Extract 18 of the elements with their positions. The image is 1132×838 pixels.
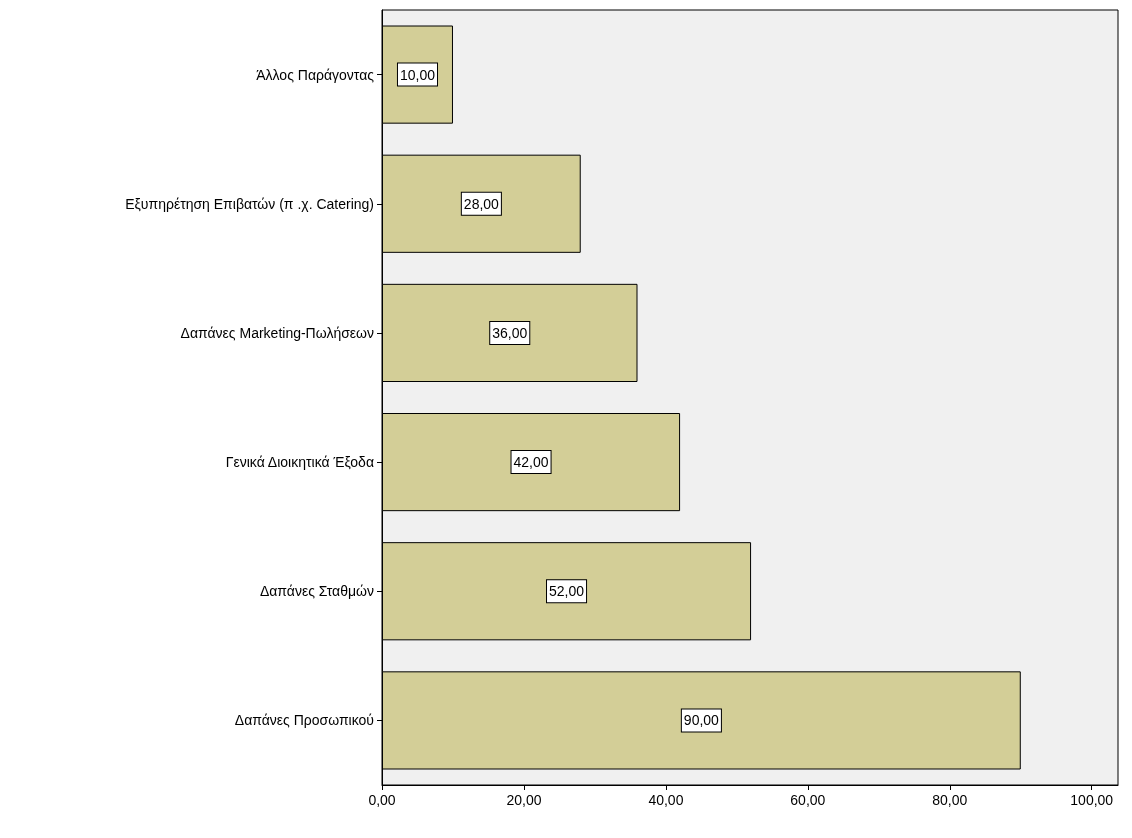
y-tick-label: Άλλος Παράγοντας	[256, 66, 375, 83]
y-tick-label: Δαπάνες Προσωπικού	[234, 712, 374, 729]
data-label: 10,00	[399, 66, 436, 83]
y-tick-label: Εξυπηρέτηση Επιβατών (π .χ. Catering)	[125, 195, 374, 212]
x-tick-label: 0,00	[368, 792, 396, 808]
y-tick-label: Δαπάνες Marketing-Πωλήσεων	[180, 324, 374, 341]
y-tick-label: Γενικά Διοικητικά Έξοδα	[225, 454, 374, 471]
data-label: 90,00	[683, 712, 720, 729]
x-tick-label: 20,00	[506, 792, 542, 808]
x-tick-label: 100,00	[1070, 792, 1114, 808]
x-tick-label: 60,00	[790, 792, 826, 808]
y-tick-label: Δαπάνες Σταθμών	[259, 583, 374, 600]
x-tick-label: 80,00	[932, 792, 968, 808]
x-tick-label: 40,00	[648, 792, 684, 808]
data-label: 36,00	[492, 324, 528, 341]
data-label: 42,00	[513, 454, 549, 471]
data-label: 28,00	[463, 195, 500, 212]
data-label: 52,00	[549, 583, 585, 600]
